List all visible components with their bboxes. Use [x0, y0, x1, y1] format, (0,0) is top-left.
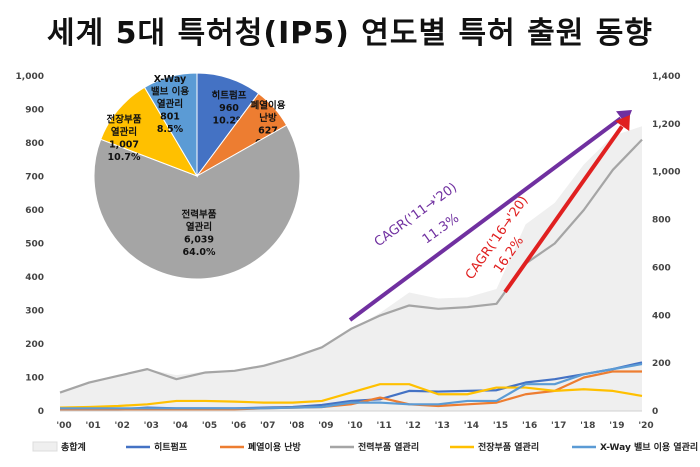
- x-tick-label: '16: [522, 421, 537, 431]
- pie-slice-label: 열관리: [157, 98, 183, 110]
- pie-slice-label: 8.5%: [157, 124, 184, 135]
- x-tick-label: '08: [289, 421, 304, 431]
- pie-slice-label: 6,039: [184, 234, 214, 245]
- pie-slice-label: 10.7%: [108, 152, 141, 163]
- pie-slice-label: 폐열이용: [251, 99, 286, 111]
- legend-label: 총합계: [61, 441, 86, 453]
- pie-slice-label: 960: [219, 103, 239, 114]
- x-tick-label: '13: [435, 421, 450, 431]
- x-tick-label: '12: [406, 421, 421, 431]
- y-left-tick-label: 900: [25, 106, 44, 116]
- y-left-tick-label: 800: [25, 139, 44, 149]
- series-line: [59, 383, 643, 409]
- x-tick-label: '14: [464, 421, 479, 431]
- series-line: [60, 363, 643, 410]
- pie-slice-label: X-Way: [154, 74, 187, 85]
- cagr-arrow-11-20-shaft: [348, 116, 622, 322]
- legend-label: 폐열이용 난방: [248, 441, 302, 453]
- x-tick-label: '09: [318, 421, 333, 431]
- pie-slice-label: 10.2%: [213, 116, 246, 127]
- y-right-tick-label: 1,200: [652, 120, 680, 130]
- x-tick-label: '06: [231, 421, 246, 431]
- x-tick-label: '03: [144, 421, 159, 431]
- cagr-arrow-16-20-shaft: [503, 125, 624, 294]
- y-left-tick-label: 700: [25, 173, 44, 183]
- y-right-tick-label: 200: [652, 359, 671, 369]
- x-tick-label: '15: [493, 421, 508, 431]
- legend-label: 히트펌프: [154, 441, 188, 453]
- pie-slice-label: 열관리: [111, 126, 137, 138]
- pie-slice-label: 밸브 이용: [151, 86, 190, 98]
- pie-slice: [93, 124, 301, 280]
- pie-slice-label: 801: [160, 112, 180, 123]
- x-tick-label: '18: [580, 421, 595, 431]
- y-right-tick-label: 1,000: [652, 168, 680, 178]
- chart-title: 세계 5대 특허청(IP5) 연도별 특허 출원 동향: [47, 16, 653, 51]
- x-tick-label: '17: [551, 421, 566, 431]
- pie-slice-label: 히트펌프: [212, 90, 247, 102]
- pie-slice-label: 열관리: [186, 221, 212, 233]
- x-tick-label: '02: [115, 421, 130, 431]
- y-left-tick-label: 100: [25, 374, 44, 384]
- x-tick-label: '00: [56, 421, 71, 431]
- y-right-tick-label: 600: [652, 263, 671, 273]
- y-right-tick-label: 1,400: [652, 72, 680, 82]
- pie-slice-label: 627: [258, 125, 278, 136]
- x-tick-label: '20: [638, 421, 653, 431]
- pie-slice-label: 1,007: [109, 139, 139, 150]
- x-tick-label: '10: [347, 421, 362, 431]
- pie-slice: [100, 86, 199, 177]
- legend-label: 전력부품 열관리: [358, 441, 419, 453]
- series-line: [59, 138, 643, 394]
- x-tick-label: '11: [376, 421, 391, 431]
- y-left-tick-label: 600: [25, 206, 44, 216]
- x-tick-label: '05: [202, 421, 217, 431]
- x-tick-label: '07: [260, 421, 275, 431]
- y-left-tick-label: 200: [25, 340, 44, 350]
- y-right-tick-label: 0: [652, 407, 658, 417]
- pie-slice: [143, 72, 198, 178]
- legend-swatch: [32, 441, 58, 452]
- cagr-arrow-16-20: [503, 115, 630, 294]
- area-total: [60, 126, 642, 411]
- legend-label: 전장부품 열관리: [478, 441, 539, 453]
- y-left-tick-label: 300: [25, 307, 44, 317]
- y-right-tick-label: 800: [652, 216, 671, 226]
- cagr-arrow-16-20-head: [615, 115, 630, 131]
- x-tick-label: '19: [609, 421, 624, 431]
- pie-slice-label: 전력부품: [182, 208, 217, 220]
- x-tick-label: '04: [173, 421, 188, 431]
- legend-label: X-Way 밸브 이용 열관리: [600, 441, 698, 453]
- pie-slice-label: 난방: [259, 112, 277, 124]
- x-tick-label: '01: [85, 421, 100, 431]
- y-left-tick-label: 1,000: [16, 72, 44, 82]
- y-left-tick-label: 400: [25, 273, 44, 283]
- y-left-tick-label: 0: [38, 407, 44, 417]
- pie-slice-label: 64.0%: [183, 247, 216, 258]
- pie-slice-label: 전장부품: [107, 113, 142, 125]
- y-right-tick-label: 400: [652, 311, 671, 321]
- y-left-tick-label: 500: [25, 240, 44, 250]
